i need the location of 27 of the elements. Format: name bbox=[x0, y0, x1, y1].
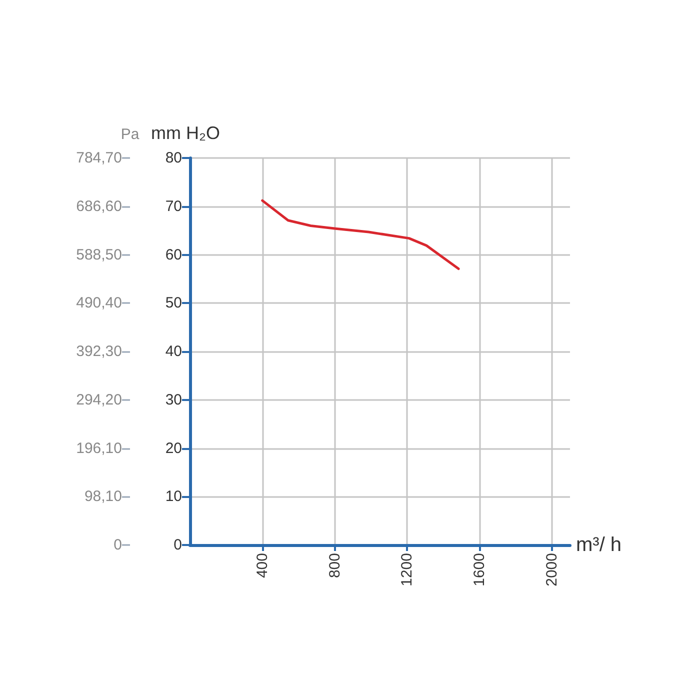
x-tick-label: 2000 bbox=[543, 553, 560, 586]
y-tick-label: 80 bbox=[165, 150, 182, 166]
x-tick-label: 800 bbox=[326, 553, 344, 578]
y-tick-label: 70 bbox=[165, 198, 182, 215]
y-tick-label: 30 bbox=[165, 391, 182, 408]
y2-axis-title: Pa bbox=[120, 126, 140, 143]
y-tick-label: 50 bbox=[165, 294, 182, 312]
y2-tick-label: 392,30 bbox=[76, 343, 122, 360]
y-tick-label: 60 bbox=[165, 246, 182, 264]
x-tick-label: 400 bbox=[254, 553, 271, 578]
y2-tick-label: 0 bbox=[114, 536, 122, 554]
x-tick-label: 1200 bbox=[398, 553, 416, 586]
x-axis-title: m³/ h bbox=[576, 534, 622, 556]
y2-tick-label: 784,70 bbox=[76, 150, 122, 166]
y-axis-title: mm H₂O bbox=[151, 123, 220, 143]
y2-tick-label: 490,40 bbox=[76, 294, 122, 312]
y-tick-label: 0 bbox=[174, 536, 182, 554]
y2-tick-label: 686,60 bbox=[76, 198, 122, 215]
line-series bbox=[261, 199, 460, 270]
y2-tick-label: 588,50 bbox=[76, 246, 122, 264]
y2-tick-label: 196,10 bbox=[76, 440, 122, 457]
y-tick-label: 40 bbox=[165, 343, 182, 360]
x-tick-label: 1600 bbox=[471, 553, 488, 586]
y-tick-label: 20 bbox=[165, 440, 182, 457]
y2-tick-label: 294,20 bbox=[76, 391, 122, 408]
y-tick-label: 10 bbox=[165, 488, 182, 506]
y2-tick-label: 98,10 bbox=[84, 488, 122, 506]
